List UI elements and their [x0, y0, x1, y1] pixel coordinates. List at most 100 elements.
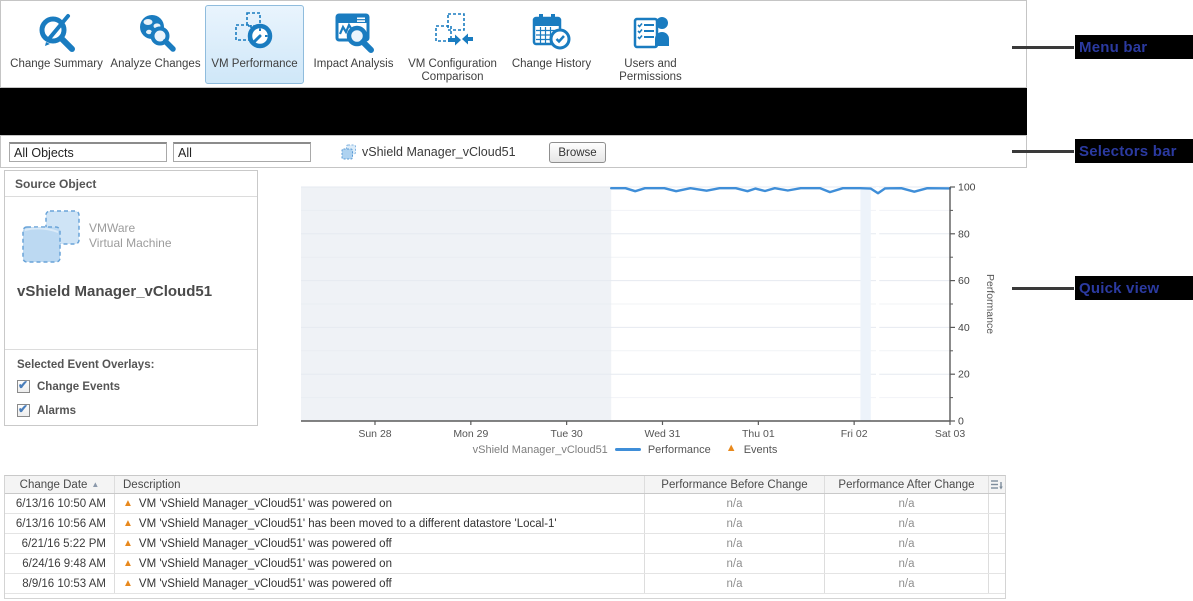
legend-events-label: Events [743, 443, 778, 456]
menu-bar-pointer-line [1012, 46, 1074, 49]
table-row[interactable]: 6/24/16 9:48 AM ▲ VM 'vShield Manager_vClo… [5, 554, 1005, 574]
quick-view-pointer-line [1012, 287, 1074, 290]
change-date-cell: 6/13/16 10:56 AM [5, 514, 115, 533]
selectors-bar: vShield Manager_vCloud51 Browse [0, 135, 1027, 168]
sort-ascending-icon: ▲ [91, 480, 100, 489]
change-summary-icon [35, 11, 79, 55]
svg-text:Sun 28: Sun 28 [358, 428, 391, 440]
svg-text:100: 100 [958, 182, 976, 194]
impact-analysis-icon [332, 11, 376, 55]
overlay-row-change-events: ✔ Change Events [17, 378, 245, 393]
description-cell: ▲ VM 'vShield Manager_vCloud51' was power… [115, 554, 645, 573]
row-tools-cell [989, 574, 1005, 593]
object-type-label: VMWare Virtual Machine [89, 221, 172, 250]
change-history-icon [530, 11, 574, 55]
change-events-checkbox[interactable]: ✔ [17, 378, 30, 393]
performance-before-cell: n/a [645, 554, 825, 573]
row-tools-cell [989, 494, 1005, 513]
source-object-panel: Source Object VMWare Virtual Machine vSh… [4, 170, 258, 426]
users-permissions-icon [629, 11, 673, 55]
menu-bar-annotation: Menu bar [1075, 35, 1193, 59]
change-event-icon: ▲ [123, 517, 133, 529]
performance-after-cell: n/a [825, 514, 989, 533]
analyze-changes-icon [134, 11, 178, 55]
vm-config-comparison-icon [431, 11, 475, 55]
change-event-icon: ▲ [123, 557, 133, 569]
change-date-cell: 6/24/16 9:48 AM [5, 554, 115, 573]
performance-line-swatch [614, 448, 641, 451]
description-cell: ▲ VM 'vShield Manager_vCloud51' was power… [115, 534, 645, 553]
vm-icon [341, 144, 357, 160]
table-row[interactable]: 6/13/16 10:50 AM ▲ VM 'vShield Manager_vCl… [5, 494, 1005, 514]
menu-item-label: Change Summary [10, 58, 103, 70]
column-header-change-date[interactable]: Change Date ▲ [5, 476, 115, 493]
performance-before-cell: n/a [645, 574, 825, 593]
column-header-description[interactable]: Description [115, 476, 645, 493]
change-event-icon: ▲ [123, 497, 133, 509]
menu-item-label: VM Configuration Comparison [408, 58, 497, 83]
menu-item-label: VM Performance [211, 58, 298, 70]
menu-item-label: Analyze Changes [110, 58, 201, 70]
source-object-title: Source Object [5, 171, 257, 197]
menu-item-vm-configuration-comparison[interactable]: VM Configuration Comparison [403, 5, 502, 84]
table-row[interactable]: 8/9/16 10:53 AM ▲ VM 'vShield Manager_vClo… [5, 574, 1005, 594]
row-tools-cell [989, 514, 1005, 533]
column-header-performance-after-change[interactable]: Performance After Change [825, 476, 989, 493]
alarms-checkbox[interactable]: ✔ [17, 402, 30, 417]
description-cell: ▲ VM 'vShield Manager_vCloud51' has been … [115, 514, 645, 533]
menu-item-change-summary[interactable]: Change Summary [7, 5, 106, 84]
quick-view-annotation: Quick view [1075, 276, 1193, 300]
performance-after-cell: n/a [825, 494, 989, 513]
selected-object-label: vShield Manager_vCloud51 [362, 145, 516, 159]
svg-text:Sat 03: Sat 03 [935, 428, 966, 440]
change-event-icon: ▲ [123, 537, 133, 549]
change-event-icon: ▲ [123, 577, 133, 589]
black-banner [0, 88, 1027, 135]
object-type-input[interactable] [9, 142, 167, 162]
svg-text:Mon 29: Mon 29 [453, 428, 488, 440]
overlay-label: Alarms [37, 404, 76, 417]
menu-item-change-history[interactable]: Change History [502, 5, 601, 84]
performance-chart: Sun 28 Mon 29 Tue 30 Wed 31 Thu 01 Fri 02 Sat … [285, 172, 1005, 440]
overlay-label: Change Events [37, 380, 121, 393]
row-tools-cell [989, 534, 1005, 553]
svg-text:Tue 30: Tue 30 [550, 428, 582, 440]
change-events-table: Change Date ▲ Description Performance Befor… [4, 475, 1006, 599]
svg-text:80: 80 [958, 228, 970, 240]
menu-item-vm-performance[interactable]: VM Performance [205, 5, 304, 84]
selectors-bar-pointer-line [1012, 150, 1074, 153]
menu-item-users-and-permissions[interactable]: Users and Permissions [601, 5, 700, 84]
change-date-cell: 8/9/16 10:53 AM [5, 574, 115, 593]
menu-item-label: Impact Analysis [313, 58, 394, 70]
menu-item-impact-analysis[interactable]: Impact Analysis [304, 5, 403, 84]
change-date-cell: 6/13/16 10:50 AM [5, 494, 115, 513]
column-header-performance-before-change[interactable]: Performance Before Change [645, 476, 825, 493]
object-name: vShield Manager_vCloud51 [17, 283, 213, 300]
events-marker-icon: ▲ [725, 442, 737, 454]
vm-performance-icon [233, 11, 277, 55]
chart-legend: vShield Manager_vCloud51 Performance ▲ E… [285, 443, 965, 456]
table-row[interactable]: 6/13/16 10:56 AM ▲ VM 'vShield Manager_vCl… [5, 514, 1005, 534]
change-date-cell: 6/21/16 5:22 PM [5, 534, 115, 553]
object-filter-input[interactable] [173, 142, 311, 162]
table-row[interactable]: 6/21/16 5:22 PM ▲ VM 'vShield Manager_vClo… [5, 534, 1005, 554]
browse-button[interactable]: Browse [549, 142, 606, 163]
performance-before-cell: n/a [645, 494, 825, 513]
menu-bar: Change Summary Analyze Changes VM Perfor… [0, 0, 1027, 88]
row-tools-cell [989, 554, 1005, 573]
description-cell: ▲ VM 'vShield Manager_vCloud51' was power… [115, 494, 645, 513]
table-header-row: Change Date ▲ Description Performance Befor… [5, 476, 1005, 494]
svg-text:Thu 01: Thu 01 [742, 428, 775, 440]
selectors-bar-annotation: Selectors bar [1075, 139, 1193, 163]
svg-text:Fri 02: Fri 02 [841, 428, 868, 440]
svg-text:Wed 31: Wed 31 [644, 428, 680, 440]
menu-item-analyze-changes[interactable]: Analyze Changes [106, 5, 205, 84]
column-chooser-icon[interactable] [989, 476, 1005, 493]
overlay-row-alarms: ✔ Alarms [17, 402, 245, 417]
menu-item-label: Users and Permissions [619, 58, 682, 83]
table-row-partial [5, 594, 1005, 599]
performance-before-cell: n/a [645, 514, 825, 533]
menu-item-label: Change History [511, 58, 592, 70]
performance-chart-svg: Sun 28 Mon 29 Tue 30 Wed 31 Thu 01 Fri 02 Sat … [301, 182, 996, 440]
